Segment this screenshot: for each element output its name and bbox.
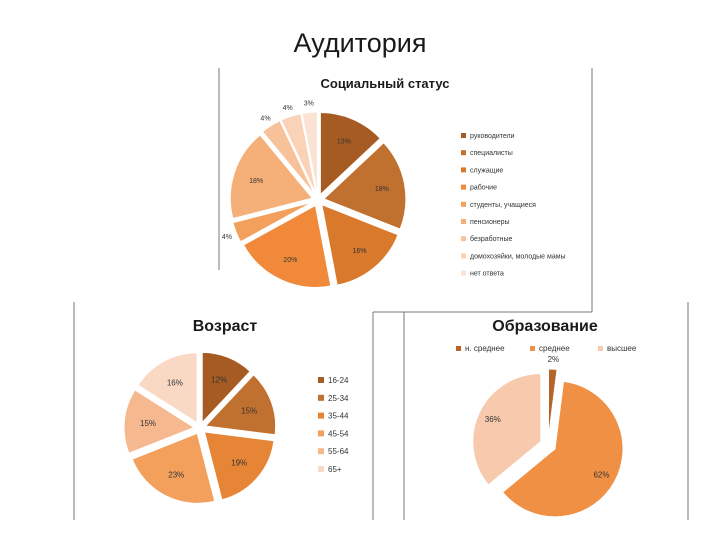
legend-entry: студенты, учащиеся [470,202,536,209]
pie-slice [123,389,196,454]
pie-slice [319,111,381,196]
data-label: 13% [337,138,351,145]
pie-slice [501,380,624,518]
legend-entry: 45-54 [328,429,349,438]
legend-entry: домохозяйки, молодые мамы [470,252,566,260]
legend-swatch [461,201,466,207]
legend-swatch [461,184,466,190]
legend-swatch [461,270,466,276]
legend-entry: безработные [470,235,513,243]
legend-entry: нет ответа [470,271,504,278]
data-label: 15% [140,419,156,428]
legend-entry: среднее [539,344,570,353]
data-label: 4% [222,234,232,241]
legend-entry: руководители [470,133,515,140]
pie-slice [203,431,275,501]
legend-swatch [318,466,324,472]
legend-entry: 16-24 [328,376,349,385]
legend-swatch [598,346,603,351]
pie-slice [321,203,399,286]
legend-swatch [318,430,324,437]
data-label: 15% [241,406,257,415]
legend-entry: пенсионеры [470,219,510,226]
legend-entry: служащие [470,167,503,174]
legend-swatch [461,219,466,224]
pie-age: 12% 15% 19% 23% 15% 16% 16-24 25-34 35-44 45-54 55… [123,351,349,504]
data-label: 36% [485,415,501,424]
data-label: 16% [352,248,366,255]
pie-slice [242,204,332,288]
legend-entry: специалисты [470,150,513,157]
pie-slice [204,374,277,436]
data-label: 23% [168,471,184,480]
data-label: 4% [283,105,293,112]
chart-title-education: Образование [492,318,598,335]
slide-title: Аудитория [293,28,427,58]
pie-slice [280,113,317,195]
pie-slice [322,142,407,230]
legend-swatch [461,133,466,138]
legend-swatch [318,448,324,455]
pie-slice [131,432,216,504]
pie-social-status: 13% 18% 16% 20% 4% 18% 4% 4% 3% руководители специ… [222,100,566,288]
data-label: 2% [548,355,560,364]
legend-swatch [461,150,466,156]
legend-entry: н. среднее [465,344,505,353]
data-label: 20% [283,257,297,264]
chart-title-age: Возраст [193,318,258,335]
pie-slice [301,111,318,195]
data-label: 18% [249,178,263,185]
pie-slice [472,373,542,486]
data-label: 62% [593,470,609,479]
data-label: 19% [231,459,247,468]
legend-entry: 65+ [328,465,342,474]
pie-slice [201,351,251,424]
pie-slice [232,201,313,243]
data-label: 18% [375,186,389,193]
legend-entry: 55-64 [328,447,349,456]
data-label: 12% [211,375,227,384]
legend-swatch [318,412,324,419]
legend-swatch [318,394,324,401]
legend-swatch [456,346,461,351]
legend-entry: 35-44 [328,412,349,421]
pie-education: 2% 62% 36% н. среднее среднее высшее [456,344,637,518]
data-label: 3% [304,100,314,107]
legend-entry: высшее [607,344,637,353]
legend-swatch [461,236,466,242]
legend-swatch [530,346,535,351]
legend-swatch [461,253,466,259]
data-label: 16% [167,378,183,387]
pie-slice [261,120,316,196]
pie-slice [548,368,558,438]
data-label: 4% [260,115,270,122]
legend-swatch [461,167,466,173]
legend-entry: рабочие [470,184,497,192]
legend-swatch [318,377,324,383]
legend-entry: 25-34 [328,394,349,403]
pie-slice [137,352,198,424]
pie-slice [229,134,314,220]
chart-title-social: Социальный статус [320,76,449,91]
